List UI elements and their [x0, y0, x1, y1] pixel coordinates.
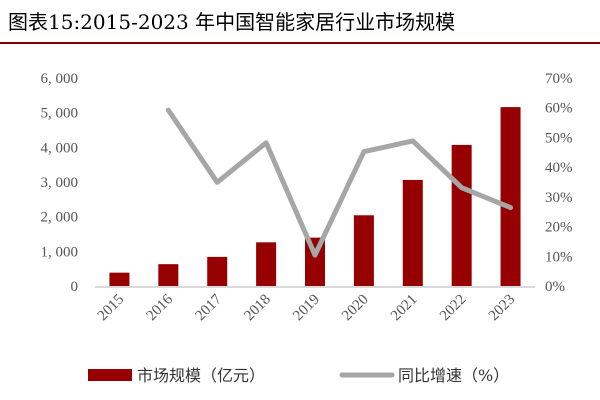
legend-label-line: 同比增速（%） [398, 366, 509, 385]
bar-2018 [256, 242, 277, 286]
x-axis-tick: 2018 [241, 292, 274, 325]
x-axis-tick: 2019 [290, 292, 323, 325]
left-axis-tick: 2, 000 [41, 210, 79, 226]
x-axis-tick: 2022 [437, 292, 470, 325]
x-axis-tick: 2020 [339, 292, 372, 325]
left-axis-tick: 1, 000 [41, 244, 79, 260]
bar-2017 [207, 256, 228, 286]
right-axis-tick: 60% [545, 101, 573, 117]
x-axis-tick: 2017 [193, 291, 226, 324]
bar-2021 [402, 179, 423, 286]
right-axis-tick: 70% [545, 71, 573, 87]
bar-2020 [353, 215, 374, 286]
bar-2022 [451, 144, 472, 286]
x-axis-tick: 2015 [95, 292, 128, 325]
title-underline [0, 42, 600, 44]
x-axis-tick: 2016 [144, 291, 177, 324]
x-axis-tick: 2021 [388, 292, 421, 325]
x-axis-tick: 2023 [486, 292, 519, 325]
right-axis-tick: 30% [545, 190, 573, 206]
left-axis-tick: 0 [71, 279, 79, 295]
chart-title: 图表15:2015-2023 年中国智能家居行业市场规模 [8, 10, 456, 34]
right-axis-tick: 10% [545, 249, 573, 265]
right-axis-tick: 0% [545, 279, 565, 295]
right-axis-tick: 50% [545, 130, 573, 146]
bar-2023 [500, 107, 521, 287]
left-axis-tick: 5, 000 [41, 106, 79, 122]
left-axis-tick: 6, 000 [41, 71, 79, 87]
right-axis-tick: 20% [545, 220, 573, 236]
legend-label-bar: 市场规模（亿元） [137, 366, 265, 385]
right-axis-tick: 40% [545, 160, 573, 176]
left-axis-tick: 3, 000 [41, 175, 79, 191]
growth-line [165, 107, 514, 258]
left-axis-tick: 4, 000 [41, 140, 79, 156]
bar-2016 [158, 264, 179, 286]
legend-swatch-bar [88, 369, 132, 381]
bar-2015 [109, 272, 130, 286]
